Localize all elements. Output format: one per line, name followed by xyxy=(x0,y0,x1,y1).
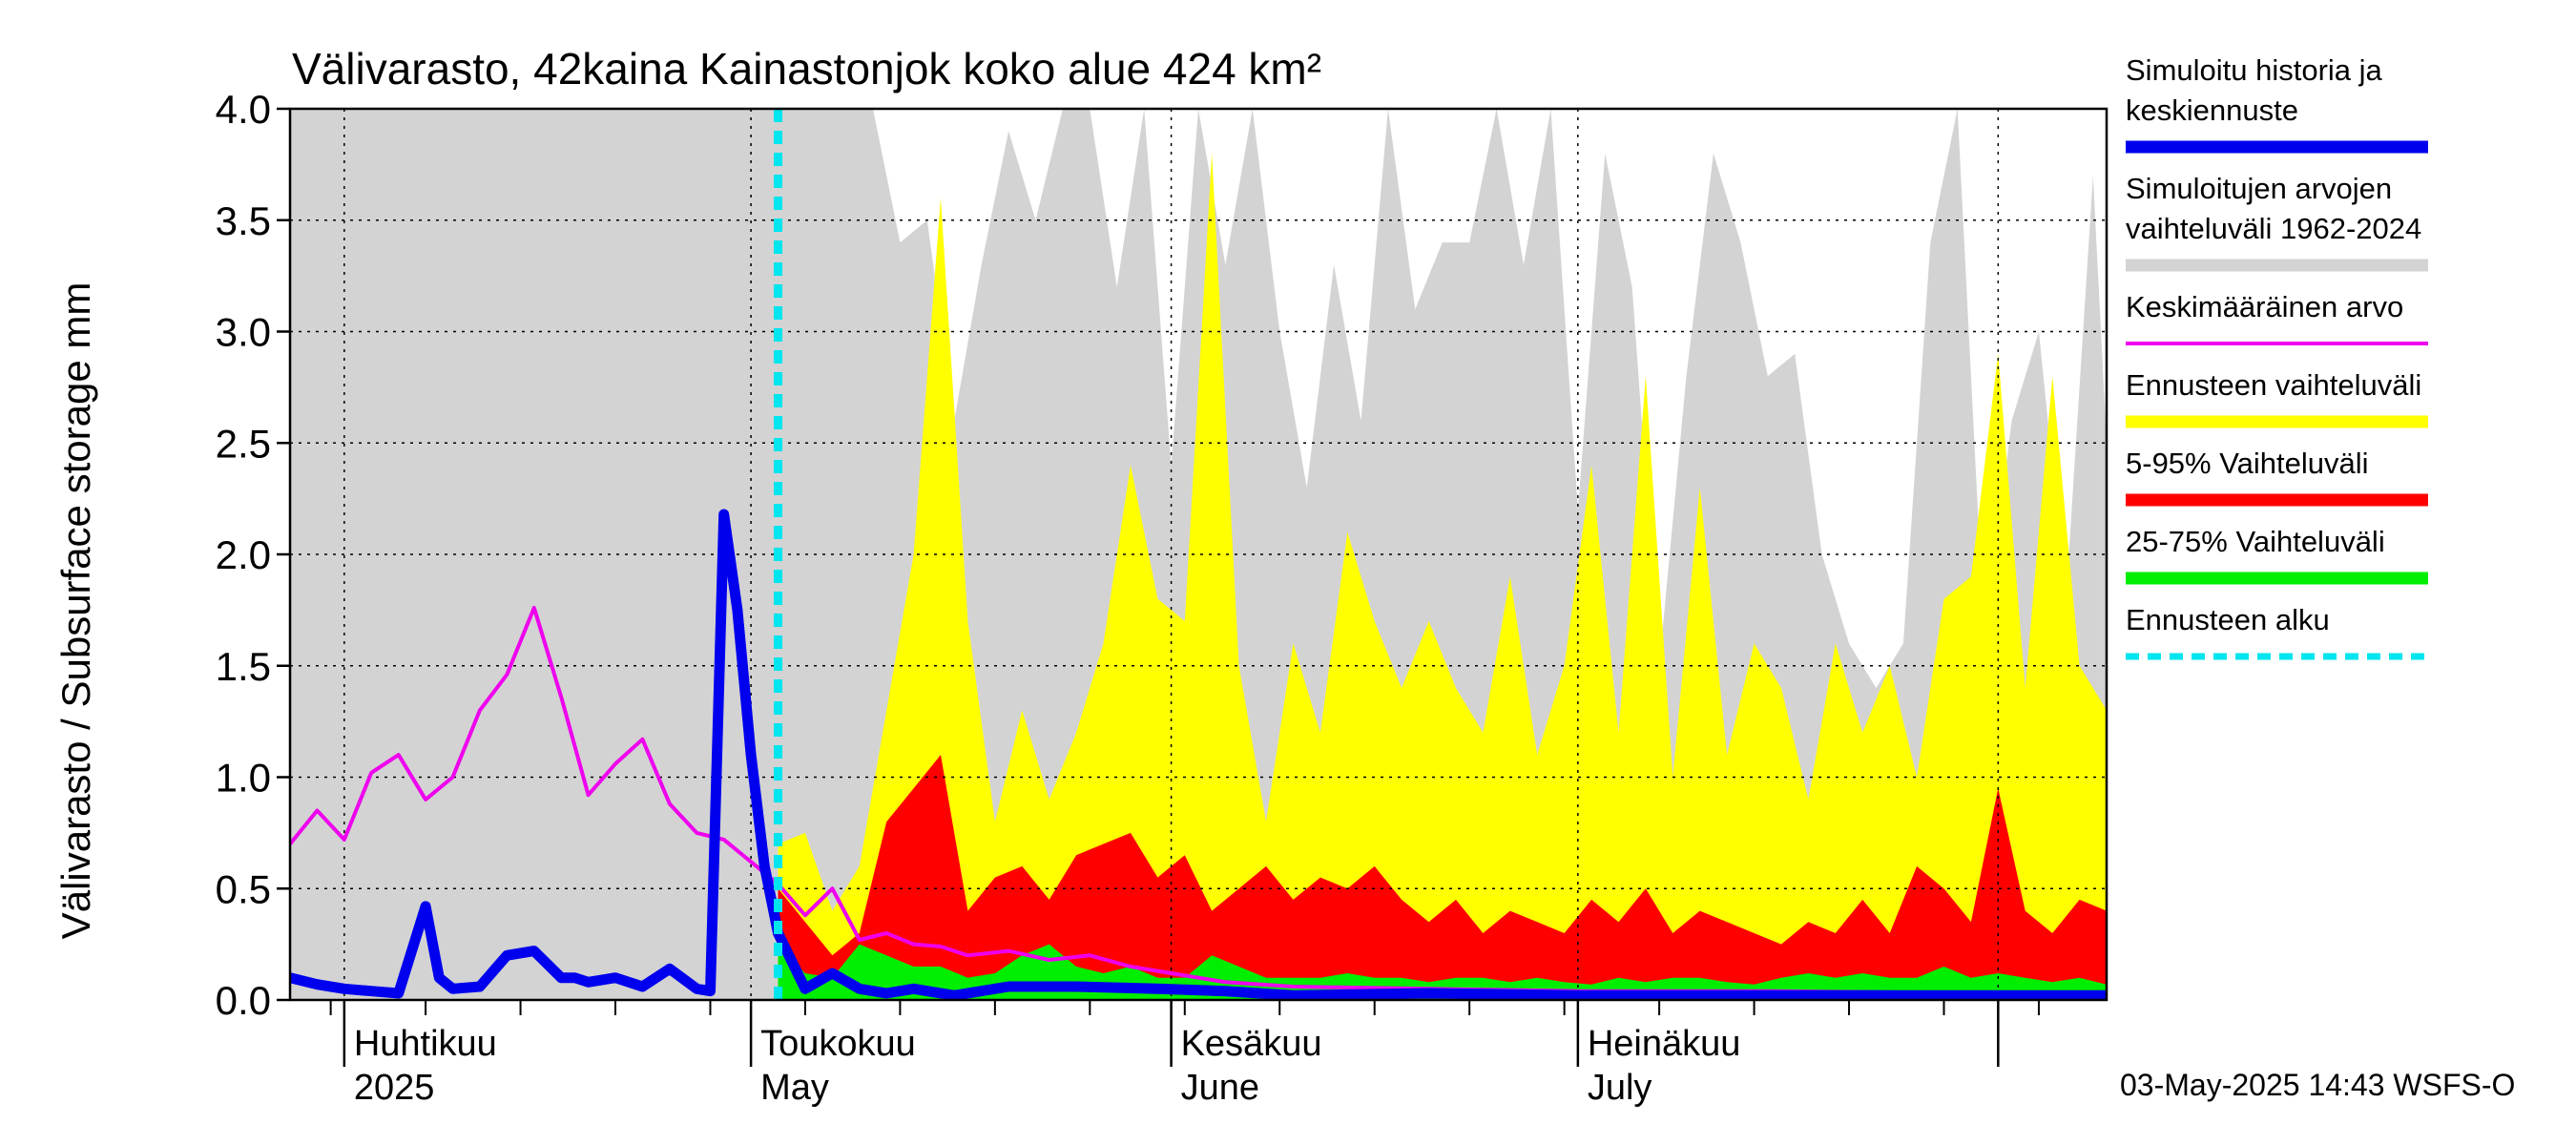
band-1 xyxy=(778,153,2107,1000)
legend-label: keskiennuste xyxy=(2126,94,2298,127)
legend-label: Simuloitujen arvojen xyxy=(2126,172,2392,205)
y-tick-label: 2.5 xyxy=(216,421,271,466)
x-month-sublabel: May xyxy=(760,1068,829,1108)
y-tick-label: 2.0 xyxy=(216,532,271,577)
x-month-sublabel: June xyxy=(1181,1068,1259,1108)
legend-label: Keskimääräinen arvo xyxy=(2126,290,2403,323)
y-tick-label: 1.0 xyxy=(216,756,271,801)
legend: Simuloitu historia ja keskiennuste Simuloi… xyxy=(2126,53,2428,660)
x-month-label: Toukokuu xyxy=(760,1024,916,1064)
x-month-sublabel: July xyxy=(1588,1068,1652,1108)
legend-label: Ennusteen alku xyxy=(2126,603,2330,636)
gridlines xyxy=(290,109,2107,1000)
chart-title: Välivarasto, 42kaina Kainastonjok koko a… xyxy=(292,44,1321,94)
y-tick-label: 1.5 xyxy=(216,644,271,689)
line-1 xyxy=(290,509,2107,1000)
footer-timestamp: 03-May-2025 14:43 WSFS-O xyxy=(2120,1068,2515,1102)
y-tick-label: 3.5 xyxy=(216,198,271,243)
y-tick-label: 3.0 xyxy=(216,310,271,355)
y-tick-label: 0.5 xyxy=(216,866,271,911)
x-month-label: Kesäkuu xyxy=(1181,1024,1322,1064)
series-bands xyxy=(290,109,2107,1000)
legend-label: Ennusteen vaihteluväli xyxy=(2126,368,2421,402)
line-0 xyxy=(290,606,2107,995)
y-tick-label: 0.0 xyxy=(216,978,271,1023)
legend-label: 5-95% Vaihteluväli xyxy=(2126,447,2368,480)
x-month-sublabel: 2025 xyxy=(354,1068,435,1108)
x-month-label: Huhtikuu xyxy=(354,1024,497,1064)
band-2 xyxy=(778,755,2107,1000)
y-axis-label: Välivarasto / Subsurface storage mm xyxy=(53,282,98,940)
y-tick-label: 4.0 xyxy=(216,87,271,132)
series-lines xyxy=(290,109,2107,1000)
x-month-label: Heinäkuu xyxy=(1588,1024,1741,1064)
legend-label: vaihteluväli 1962-2024 xyxy=(2126,212,2421,245)
legend-label: 25-75% Vaihteluväli xyxy=(2126,525,2385,558)
legend-label: Simuloitu historia ja xyxy=(2126,53,2383,87)
